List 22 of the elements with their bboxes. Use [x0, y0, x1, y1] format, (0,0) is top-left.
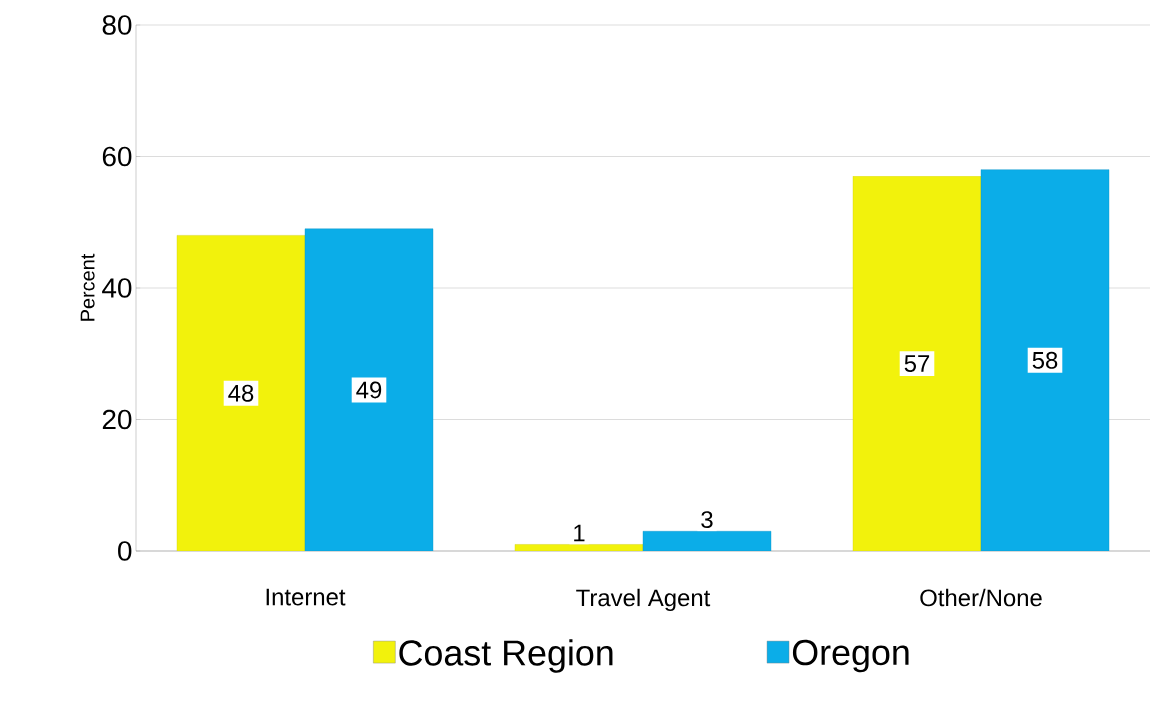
data-label: 49 [356, 381, 382, 399]
data-label: 58 [1032, 351, 1058, 369]
y-axis-title: Percent [80, 253, 95, 321]
y-tick-label: 0 [118, 541, 132, 561]
data-label: 1 [574, 524, 585, 542]
data-label: 3 [701, 511, 713, 529]
legend-label: Coast Region [399, 639, 613, 673]
y-tick-label: 40 [102, 278, 132, 298]
y-tick-label: 60 [102, 146, 132, 167]
x-tick-label: Other/None [920, 588, 1042, 607]
bar [852, 176, 982, 551]
bar [980, 169, 1110, 551]
y-tick-label: 20 [102, 409, 132, 430]
x-tick-label: Internet [266, 588, 346, 606]
y-tick-label: 80 [102, 15, 132, 35]
legend-label: Oregon [792, 639, 909, 673]
data-label: 57 [904, 355, 930, 372]
x-tick-label: Travel Agent [576, 588, 711, 612]
bar [176, 235, 306, 551]
bar [304, 228, 434, 551]
data-label: 48 [228, 384, 254, 402]
bar [642, 531, 772, 551]
